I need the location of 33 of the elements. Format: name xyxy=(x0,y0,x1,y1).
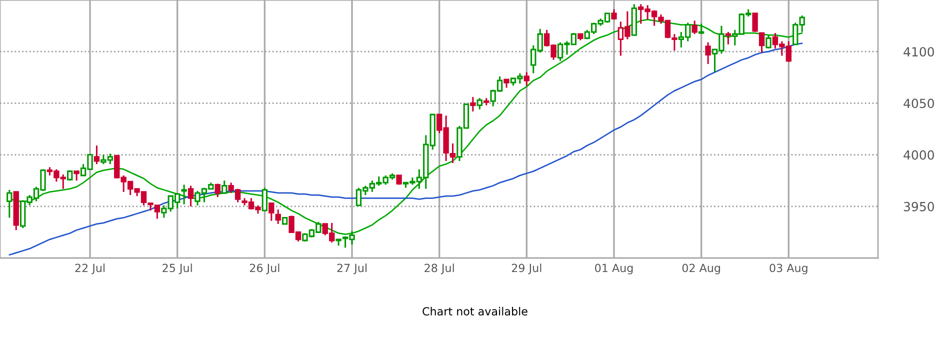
x-tick-label: 02 Aug xyxy=(682,264,720,274)
x-tick-label: 22 Jul xyxy=(75,264,105,274)
x-tick-label: 01 Aug xyxy=(595,264,633,274)
candlestick xyxy=(524,71,530,86)
candlestick xyxy=(766,34,772,50)
y-tick-label: 4050 xyxy=(904,98,934,108)
candlestick xyxy=(705,42,711,65)
y-tick-label: 3950 xyxy=(904,202,934,212)
candlestick xyxy=(725,31,732,46)
candlestick xyxy=(74,170,80,182)
candlestick xyxy=(214,182,220,198)
x-tick-label: 27 Jul xyxy=(337,264,366,274)
x-tick-label: 25 Jul xyxy=(162,264,192,274)
x-tick-label: 03 Aug xyxy=(770,264,808,274)
candlestick xyxy=(758,32,765,54)
text: Chart not available xyxy=(422,306,528,316)
candlestick xyxy=(275,208,281,225)
candlestick xyxy=(94,144,100,165)
candlestick xyxy=(188,184,194,208)
candlestick xyxy=(181,184,187,206)
candlestick xyxy=(752,12,758,33)
y-tick-label: 4100 xyxy=(904,47,934,57)
candlestick xyxy=(222,180,228,195)
x-tick-label: 26 Jul xyxy=(250,264,280,274)
y-tick-label: 4000 xyxy=(904,150,934,160)
candlestick xyxy=(268,202,274,222)
candlestick xyxy=(692,20,698,35)
candlestick xyxy=(6,189,12,219)
candlestick xyxy=(470,96,476,112)
candlestick xyxy=(262,187,268,212)
x-tick-label: 28 Jul xyxy=(424,264,454,274)
candlestick xyxy=(476,97,482,110)
x-tick-label: 29 Jul xyxy=(512,264,542,274)
